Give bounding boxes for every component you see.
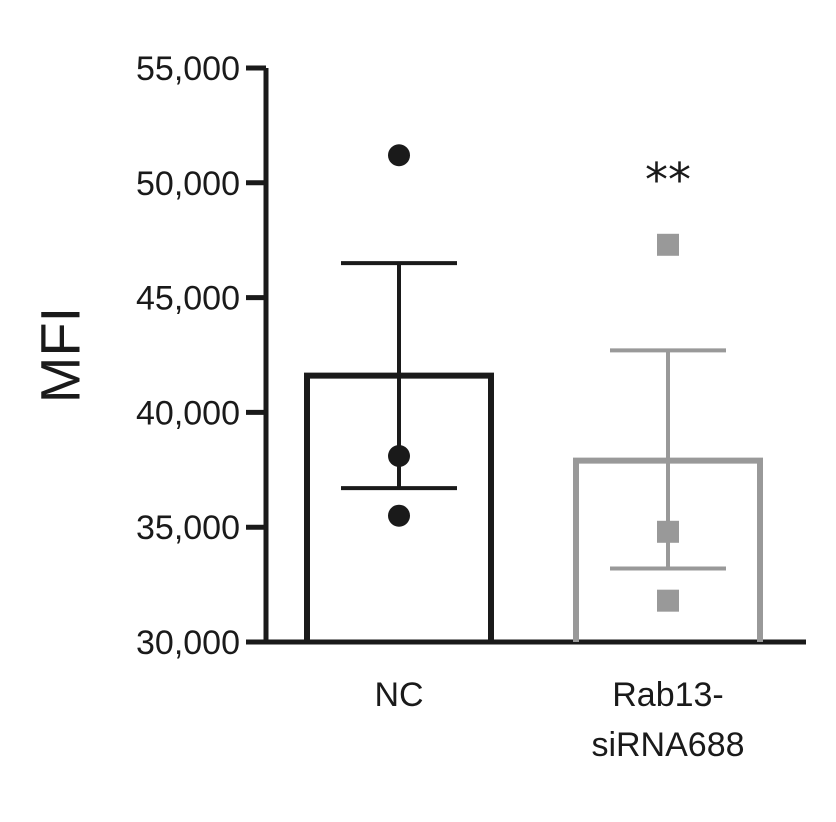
data-point [657,233,679,256]
y-tick-label: 30,000 [136,624,240,662]
bars [304,261,763,642]
y-tick-label: 40,000 [136,394,240,432]
data-point [657,520,679,543]
x-category-label: siRNA688 [591,726,744,764]
y-tick-label: 50,000 [136,165,240,203]
y-axis-title: MFI [29,307,92,403]
y-tick-label: 45,000 [136,280,240,318]
y-tick-label: 55,000 [136,50,240,88]
significance-marker: ** [645,153,691,207]
data-points [388,144,679,612]
data-point [388,445,410,468]
data-point [388,144,410,167]
labels: MFI NC Rab13- siRNA688 ** [29,153,745,764]
y-tick-label: 35,000 [136,509,240,547]
data-point [388,504,410,527]
y-ticks: 30,000 35,000 40,000 45,000 50,000 55,000 [136,50,266,662]
data-point [657,589,679,612]
axes [263,68,806,645]
x-category-label: NC [374,676,423,714]
x-category-label: Rab13- [612,676,724,714]
